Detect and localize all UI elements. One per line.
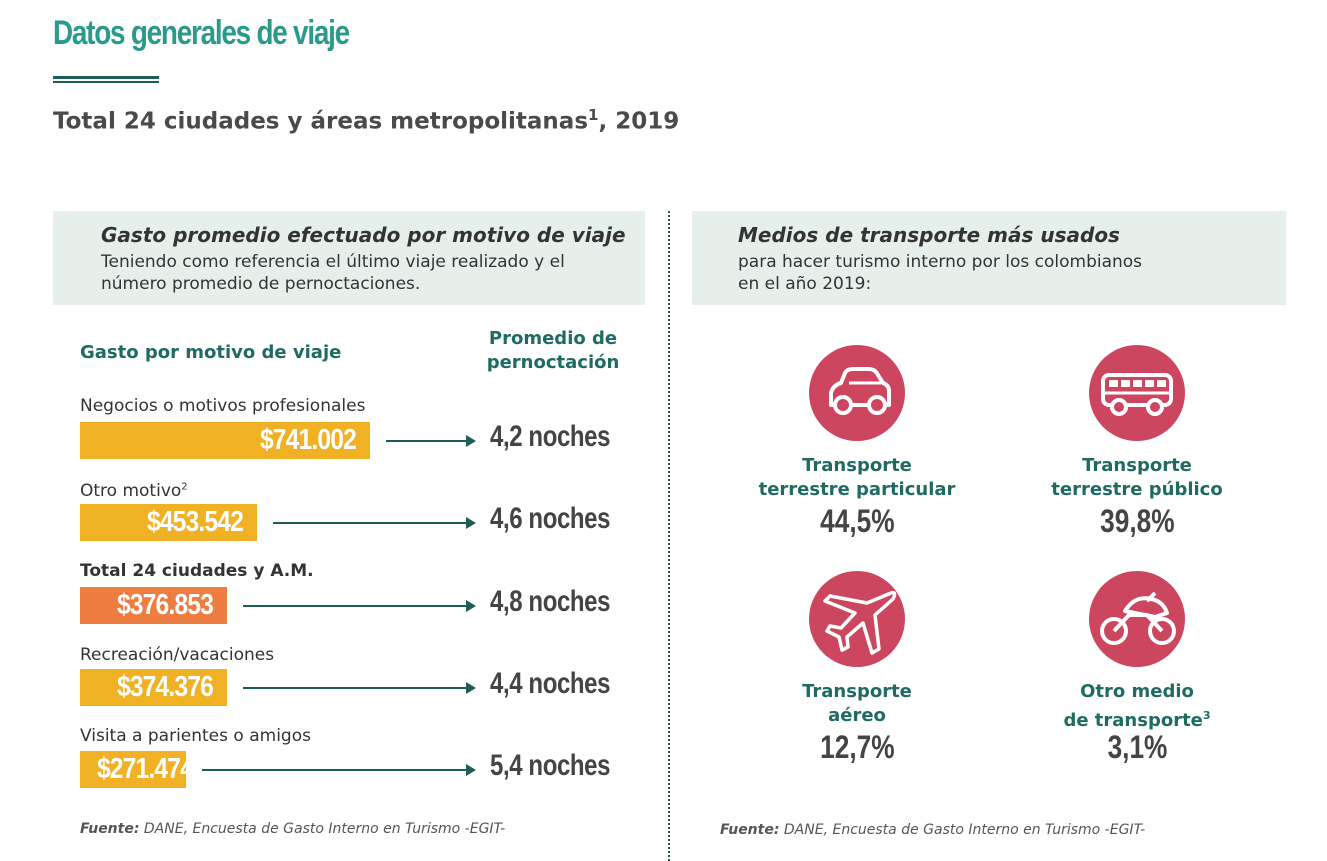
- title-underline: [53, 76, 159, 79]
- expense-bar: $374.376: [80, 669, 227, 706]
- expense-bar: $741.002: [80, 422, 370, 459]
- expense-panel-description: Teniendo como referencia el último viaje…: [101, 252, 565, 294]
- bus-icon: [1089, 345, 1185, 441]
- nights-label: 4,6 noches: [490, 502, 611, 535]
- transport-percentage: 44,5%: [727, 503, 987, 540]
- source-text: DANE, Encuesta de Gasto Interno en Turis…: [139, 821, 506, 837]
- category-label: Visita a parientes o amigos: [80, 726, 311, 746]
- subtitle-text: Total 24 ciudades y áreas metropolitanas: [53, 108, 589, 135]
- transport-percentage: 12,7%: [727, 729, 987, 766]
- airplane-icon: [809, 571, 905, 667]
- nights-label: 4,4 noches: [490, 667, 611, 700]
- nights-column-header: Promedio de pernoctación: [486, 328, 620, 373]
- nights-label: 4,2 noches: [490, 420, 611, 453]
- arrow: [243, 600, 476, 612]
- transport-percentage-text: 44,5%: [819, 503, 895, 539]
- transport-label: Transporte aéreo: [802, 681, 912, 726]
- footnote-marker: 3: [1202, 709, 1211, 722]
- title-underline-second: [53, 81, 159, 83]
- expense-value-label: $374.376: [116, 671, 214, 703]
- category-label: Negocios o motivos profesionales: [80, 396, 366, 416]
- car-icon: [809, 345, 905, 441]
- transport-percentage-text: 3,1%: [1107, 729, 1167, 765]
- transport-percentage: 3,1%: [1007, 729, 1267, 766]
- expense-panel-title: Gasto promedio efectuado por motivo de v…: [101, 223, 626, 247]
- category-label: Recreación/vacaciones: [80, 645, 275, 665]
- expense-value-label: $271.474: [96, 753, 194, 785]
- arrow: [273, 517, 476, 529]
- transport-percentage-text: 12,7%: [819, 729, 895, 765]
- page-title: Datos generales de viaje: [53, 14, 350, 52]
- subtitle-footnote: 1: [588, 106, 599, 124]
- nights-label: 5,4 noches: [490, 749, 611, 782]
- page-subtitle: Total 24 ciudades y áreas metropolitanas…: [53, 106, 679, 135]
- category-label: Otro motivo2: [80, 481, 188, 501]
- expense-panel-header: Gasto promedio efectuado por motivo de v…: [53, 211, 645, 305]
- transport-panel-title: Medios de transporte más usados: [738, 223, 1120, 247]
- expense-value-label: $376.853: [116, 589, 214, 621]
- motorcycle-icon: [1089, 571, 1185, 667]
- category-label: Total 24 ciudades y A.M.: [80, 561, 314, 581]
- transport-percentage-text: 39,8%: [1099, 503, 1175, 539]
- expense-value-label: $453.542: [146, 506, 244, 538]
- expense-column-header: Gasto por motivo de viaje: [80, 342, 342, 363]
- panel-divider: [668, 211, 670, 861]
- transport-panel-description: para hacer turismo interno por los colom…: [738, 252, 1143, 294]
- transport-label: Otro medio de transporte3: [1063, 681, 1211, 731]
- expense-bar: $376.853: [80, 587, 227, 624]
- subtitle-year: , 2019: [598, 108, 680, 135]
- arrow: [243, 682, 476, 694]
- transport-label: Transporte terrestre particular: [758, 455, 956, 500]
- footnote-marker: 2: [181, 481, 188, 493]
- transport-source: Fuente: DANE, Encuesta de Gasto Interno …: [720, 822, 1145, 838]
- expense-value-label: $741.002: [259, 424, 357, 456]
- expense-bar: $271.474: [80, 751, 194, 788]
- transport-percentage: 39,8%: [1007, 503, 1267, 540]
- source-label: Fuente:: [80, 821, 140, 837]
- transport-label: Transporte terrestre público: [1051, 455, 1223, 500]
- expense-bar: $453.542: [80, 504, 257, 541]
- source-label: Fuente:: [720, 822, 780, 838]
- arrow: [386, 435, 476, 447]
- nights-label: 4,8 noches: [490, 585, 611, 618]
- arrow: [202, 764, 476, 776]
- transport-panel-header: Medios de transporte más usados para hac…: [692, 211, 1286, 305]
- expense-source: Fuente: DANE, Encuesta de Gasto Interno …: [80, 821, 505, 837]
- source-text: DANE, Encuesta de Gasto Interno en Turis…: [779, 822, 1146, 838]
